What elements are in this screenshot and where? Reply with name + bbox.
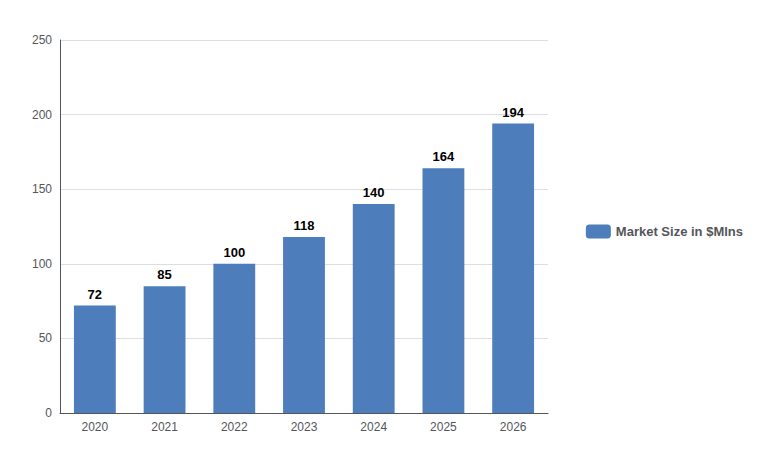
svg-text:2024: 2024	[360, 420, 387, 434]
svg-text:118: 118	[294, 218, 315, 233]
svg-text:150: 150	[32, 182, 52, 196]
svg-text:2026: 2026	[500, 420, 527, 434]
svg-text:2025: 2025	[430, 420, 457, 434]
svg-text:100: 100	[32, 257, 52, 271]
svg-text:0: 0	[45, 406, 52, 420]
svg-text:72: 72	[88, 287, 102, 302]
svg-text:85: 85	[157, 267, 171, 282]
svg-text:2022: 2022	[221, 420, 248, 434]
svg-text:Market Size in $Mlns: Market Size in $Mlns	[616, 224, 743, 239]
svg-text:200: 200	[32, 108, 52, 122]
svg-text:140: 140	[363, 185, 385, 200]
svg-text:100: 100	[223, 245, 245, 260]
svg-text:50: 50	[39, 331, 53, 345]
svg-text:2021: 2021	[151, 420, 178, 434]
svg-text:2020: 2020	[82, 420, 109, 434]
svg-text:164: 164	[433, 149, 455, 164]
svg-text:194: 194	[502, 105, 524, 120]
svg-text:2023: 2023	[291, 420, 318, 434]
svg-text:250: 250	[32, 33, 52, 47]
